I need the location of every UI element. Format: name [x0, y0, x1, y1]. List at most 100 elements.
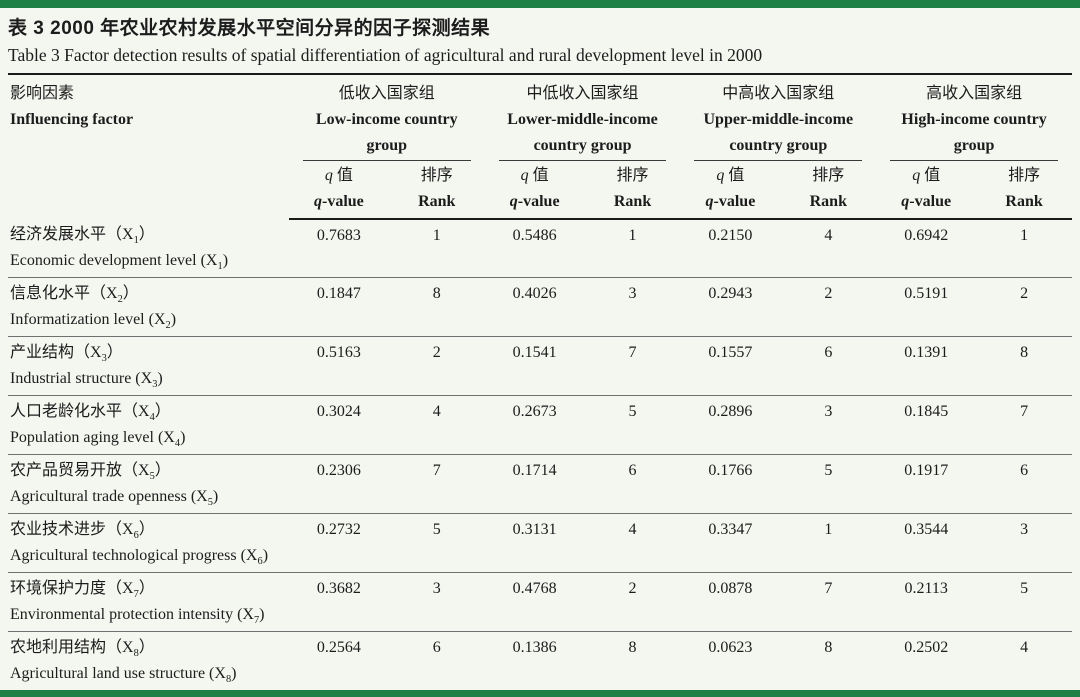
group-header-zh: 中高收入国家组: [722, 85, 835, 102]
rank-label-zh: 排序: [616, 167, 649, 184]
q-label-zh: 值: [332, 167, 353, 184]
q-value-cell: 0.1386: [512, 639, 557, 656]
group-header-low-income: 低收入国家组 Low-income country group: [289, 74, 485, 161]
q-value-cell: 0.5191: [876, 277, 977, 337]
q-value-cell: 0.4768: [484, 572, 585, 632]
factor-name-zh: 经济发展水平（X1）: [10, 226, 155, 247]
subheader-rank-0: 排序 Rank: [388, 161, 485, 220]
rank-cell: 2: [584, 572, 681, 632]
group-header-zh: 高收入国家组: [926, 85, 1023, 102]
rank-cell: 2: [388, 336, 485, 396]
subheader-qvalue-0: q 值 q-value: [288, 161, 389, 220]
table-header: 影响因素 Influencing factor 低收入国家组 Low-incom…: [8, 74, 1072, 220]
factor-name-en: Industrial structure (X3): [10, 370, 163, 391]
rank-label-zh: 排序: [812, 167, 845, 184]
q-symbol: q: [716, 167, 725, 184]
q-label-en: -value: [322, 193, 364, 210]
group-header-en-line1: High-income country: [901, 111, 1047, 128]
rank-cell: 5: [584, 395, 681, 455]
q-value-cell: 0.1557: [680, 336, 781, 396]
q-label-zh: 值: [528, 167, 549, 184]
rank-label-zh: 排序: [1008, 167, 1041, 184]
q-value-cell: 0.2896: [680, 395, 781, 455]
rank-cell: 3: [584, 277, 681, 337]
rank-cell: 1: [584, 219, 681, 278]
q-value-cell: 0.1847: [288, 277, 389, 337]
group-header-en-line2: country group: [533, 137, 632, 154]
subheader-rank-3: 排序 Rank: [976, 161, 1072, 220]
subheader-rank-1: 排序 Rank: [584, 161, 681, 220]
rank-label-en: Rank: [418, 193, 456, 210]
rank-cell: 7: [976, 395, 1072, 455]
q-value-cell: 0.3024: [288, 395, 389, 455]
q-value-cell: 0.3131: [484, 513, 585, 573]
table-title-en: Table 3 Factor detection results of spat…: [8, 45, 763, 65]
q-value-cell: 0.1714: [484, 454, 585, 514]
factor-name-en: Agricultural trade openness (X5): [10, 488, 219, 509]
factor-cell: 农产品贸易开放（X5） Agricultural trade openness …: [8, 454, 289, 514]
column-header-influencing-factor-en: Influencing factor: [10, 111, 134, 128]
group-header-en-line2: country group: [729, 137, 828, 154]
bottom-accent-bar: [0, 690, 1080, 697]
q-value-cell: 0.2150: [680, 219, 781, 278]
q-value-cell: 0.3544: [876, 513, 977, 573]
rank-cell: 3: [780, 395, 877, 455]
q-value-cell: 0.5486: [484, 219, 585, 278]
q-symbol: q: [912, 167, 921, 184]
factor-cell: 人口老龄化水平（X4） Population aging level (X4): [8, 395, 289, 455]
q-label-en: -value: [909, 193, 952, 210]
factor-name-en: Economic development level (X1): [10, 252, 229, 273]
factor-name-zh: 信息化水平（X2）: [10, 285, 139, 306]
q-value-cell: 0.0878: [680, 572, 781, 632]
q-value-cell: 0.2502: [904, 639, 949, 656]
rank-cell: 8: [628, 639, 637, 656]
q-value-cell: 0.3347: [680, 513, 781, 573]
q-value-cell: 0.2732: [288, 513, 389, 573]
rank-cell: 7: [388, 454, 485, 514]
rank-cell: 8: [388, 277, 485, 337]
q-value-cell: 0.2306: [288, 454, 389, 514]
q-value-cell: 0.1917: [876, 454, 977, 514]
rank-cell: 8: [976, 336, 1072, 396]
table-row: 农地利用结构（X8） Agricultural land use structu…: [8, 632, 1072, 691]
subheader-rank-2: 排序 Rank: [780, 161, 877, 220]
rank-cell: 4: [1020, 639, 1029, 656]
factor-cell: 农地利用结构（X8） Agricultural land use structu…: [8, 632, 289, 691]
q-value-cell: 0.6942: [876, 219, 977, 278]
q-symbol: q: [509, 193, 518, 210]
rank-cell: 2: [780, 277, 877, 337]
factor-name-zh: 环境保护力度（X7）: [10, 580, 155, 601]
rank-cell: 3: [976, 513, 1072, 573]
q-value-cell: 0.4026: [484, 277, 585, 337]
group-header-high-income: 高收入国家组 High-income country group: [876, 74, 1072, 161]
rank-label-zh: 排序: [420, 167, 453, 184]
q-label-zh: 值: [724, 167, 745, 184]
table-row: 信息化水平（X2） Informatization level (X2) 0.1…: [8, 277, 1072, 337]
group-header-en-line2: group: [953, 137, 995, 154]
rank-cell: 5: [780, 454, 877, 514]
rank-cell: 5: [388, 513, 485, 573]
factor-name-zh: 产业结构（X3）: [10, 344, 123, 365]
q-value-cell: 0.7683: [288, 219, 389, 278]
rank-cell: 6: [976, 454, 1072, 514]
q-value-cell: 0.0623: [708, 639, 753, 656]
rank-cell: 7: [584, 336, 681, 396]
q-value-cell: 0.2564: [316, 639, 361, 656]
factor-name-en: Environmental protection intensity (X7): [10, 606, 265, 627]
rank-cell: 3: [388, 572, 485, 632]
group-header-en-line1: Lower-middle-income: [507, 111, 658, 128]
rank-cell: 6: [584, 454, 681, 514]
table-row: 环境保护力度（X7） Environmental protection inte…: [8, 572, 1072, 632]
q-symbol: q: [314, 193, 322, 210]
group-header-en-line1: Upper-middle-income: [703, 111, 854, 128]
group-header-en-line1: Low-income country: [315, 111, 458, 128]
q-symbol: q: [901, 193, 910, 210]
q-value-cell: 0.1766: [680, 454, 781, 514]
table-body: 经济发展水平（X1） Economic development level (X…: [8, 219, 1072, 690]
factor-name-zh: 农产品贸易开放（X5）: [10, 462, 171, 483]
factor-name-en: Agricultural technological progress (X6): [10, 547, 269, 568]
table-title-zh: 表 3 2000 年农业农村发展水平空间分异的因子探测结果: [8, 18, 491, 39]
table-row: 产业结构（X3） Industrial structure (X3) 0.516…: [8, 336, 1072, 396]
q-symbol: q: [705, 193, 714, 210]
factor-name-zh: 人口老龄化水平（X4）: [10, 403, 171, 424]
